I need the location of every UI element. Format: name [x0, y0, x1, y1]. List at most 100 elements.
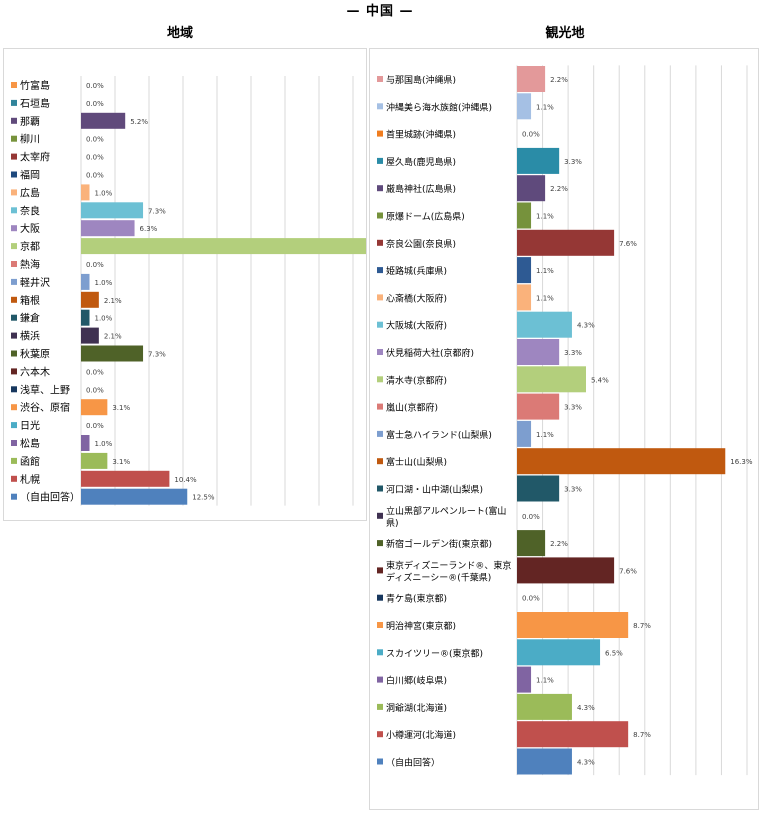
category-label: 軽井沢 [20, 276, 50, 289]
category-label: 浅草、上野 [20, 383, 70, 396]
legend-marker [11, 153, 17, 160]
category-label: 小樽運河(北海道) [386, 729, 456, 741]
bar [517, 721, 629, 748]
category-label: スカイツリー®(東京都) [386, 647, 483, 659]
legend-marker [11, 404, 17, 411]
bar [517, 366, 586, 393]
data-label: 0.0% [86, 154, 104, 162]
category-label: 箱根 [20, 294, 40, 307]
category-label: 富士山(山梨県) [386, 456, 447, 468]
data-label: 1.0% [95, 189, 113, 197]
category-label: （自由回答） [386, 757, 440, 769]
category-label: 清水寺(京都府) [386, 374, 447, 386]
category-label: 石垣島 [20, 97, 50, 110]
data-label: 2.1% [104, 333, 122, 341]
bar [517, 284, 532, 311]
bar [81, 273, 90, 290]
legend-marker [377, 567, 383, 574]
data-label: 0.0% [522, 131, 540, 139]
bar [517, 748, 572, 775]
bar [81, 345, 144, 362]
data-label: 1.0% [95, 315, 113, 323]
legend-marker [11, 243, 17, 250]
category-label: 県) [386, 518, 399, 529]
category-label: 伏見稲荷大社(京都府) [386, 347, 474, 359]
bar [81, 184, 90, 201]
legend-marker [11, 225, 17, 232]
chart-banner: — 中国 — [346, 4, 414, 19]
legend-marker [11, 475, 17, 482]
data-label: 0.0% [86, 100, 104, 108]
region-chart-panel: 竹富島 0.0% 石垣島 0.0% 那覇 5.2% 柳川 0.0% 太宰府 0.0% 福岡 0.0% 広… [3, 48, 422, 521]
data-label: 1.1% [536, 294, 554, 302]
category-label: 福岡 [20, 169, 40, 182]
category-label: 姫路城(兵庫県) [386, 265, 447, 277]
data-label: 0.0% [86, 368, 104, 376]
legend-marker [11, 171, 17, 178]
category-label: 横浜 [20, 330, 40, 343]
data-label: 3.1% [112, 404, 130, 412]
legend-marker [11, 457, 17, 464]
data-label: 0.0% [86, 386, 104, 394]
category-label: 秋葉原 [20, 348, 50, 361]
legend-marker [11, 350, 17, 357]
bar [517, 639, 601, 666]
legend-marker [377, 130, 383, 137]
category-label: 与那国島(沖縄県) [386, 74, 456, 86]
data-label: 1.1% [536, 103, 554, 111]
bar [81, 220, 135, 237]
category-label: 柳川 [20, 133, 40, 146]
data-label: 5.2% [130, 118, 148, 126]
bar [517, 530, 546, 557]
category-label: 熱海 [20, 258, 40, 271]
bar [517, 147, 560, 174]
category-label: 明治神宮(東京都) [386, 620, 456, 632]
category-label: 京都 [20, 240, 40, 253]
data-label: 4.3% [577, 759, 595, 767]
legend-marker [11, 207, 17, 214]
bar [81, 470, 170, 487]
data-label: 5.4% [591, 376, 609, 384]
spot-bar-chart: 与那国島(沖縄県) 2.2% 沖縄美ら海水族館(沖縄県) 1.1% 首里城跡(沖縄県) 0… [377, 65, 753, 776]
bar [517, 175, 546, 202]
bar [517, 229, 615, 256]
bar [517, 393, 560, 420]
legend-marker [377, 321, 383, 328]
legend-marker [377, 540, 383, 547]
category-label: 奈良公園(奈良県) [386, 238, 456, 250]
category-label: 鎌倉 [20, 312, 40, 325]
bar [517, 420, 532, 447]
legend-marker [377, 676, 383, 683]
data-label: 8.7% [633, 622, 651, 630]
data-label: 2.2% [550, 540, 568, 548]
legend-marker [377, 403, 383, 410]
category-label: 札幌 [20, 473, 40, 486]
data-label: 4.3% [577, 704, 595, 712]
legend-marker [377, 349, 383, 355]
data-label: 0.0% [86, 82, 104, 90]
data-label: 6.5% [605, 649, 623, 657]
data-label: 2.2% [550, 76, 568, 84]
data-label: 6.3% [140, 225, 158, 233]
legend-marker [377, 430, 383, 437]
legend-marker [11, 422, 17, 429]
legend-marker [11, 368, 17, 375]
data-label: 3.3% [564, 158, 582, 166]
region-bar-chart: 竹富島 0.0% 石垣島 0.0% 那覇 5.2% 柳川 0.0% 太宰府 0.0% 福岡 0.0% 広… [11, 76, 422, 506]
category-label: 渋谷、原宿 [20, 401, 70, 414]
legend-marker [377, 512, 383, 519]
legend-marker [11, 440, 17, 446]
legend-marker [11, 261, 17, 267]
spot-chart-panel: 与那国島(沖縄県) 2.2% 沖縄美ら海水族館(沖縄県) 1.1% 首里城跡(沖縄県) 0… [369, 48, 759, 810]
legend-marker [377, 731, 383, 738]
data-label: 2.1% [104, 297, 122, 305]
legend-marker [377, 649, 383, 656]
data-label: 3.3% [564, 349, 582, 357]
bar [81, 112, 126, 129]
bar [517, 93, 532, 120]
data-label: 3.3% [564, 486, 582, 494]
bar [517, 66, 546, 92]
region-chart-title: 地域 [166, 26, 193, 41]
legend-marker [11, 386, 17, 393]
legend-marker [377, 76, 383, 82]
